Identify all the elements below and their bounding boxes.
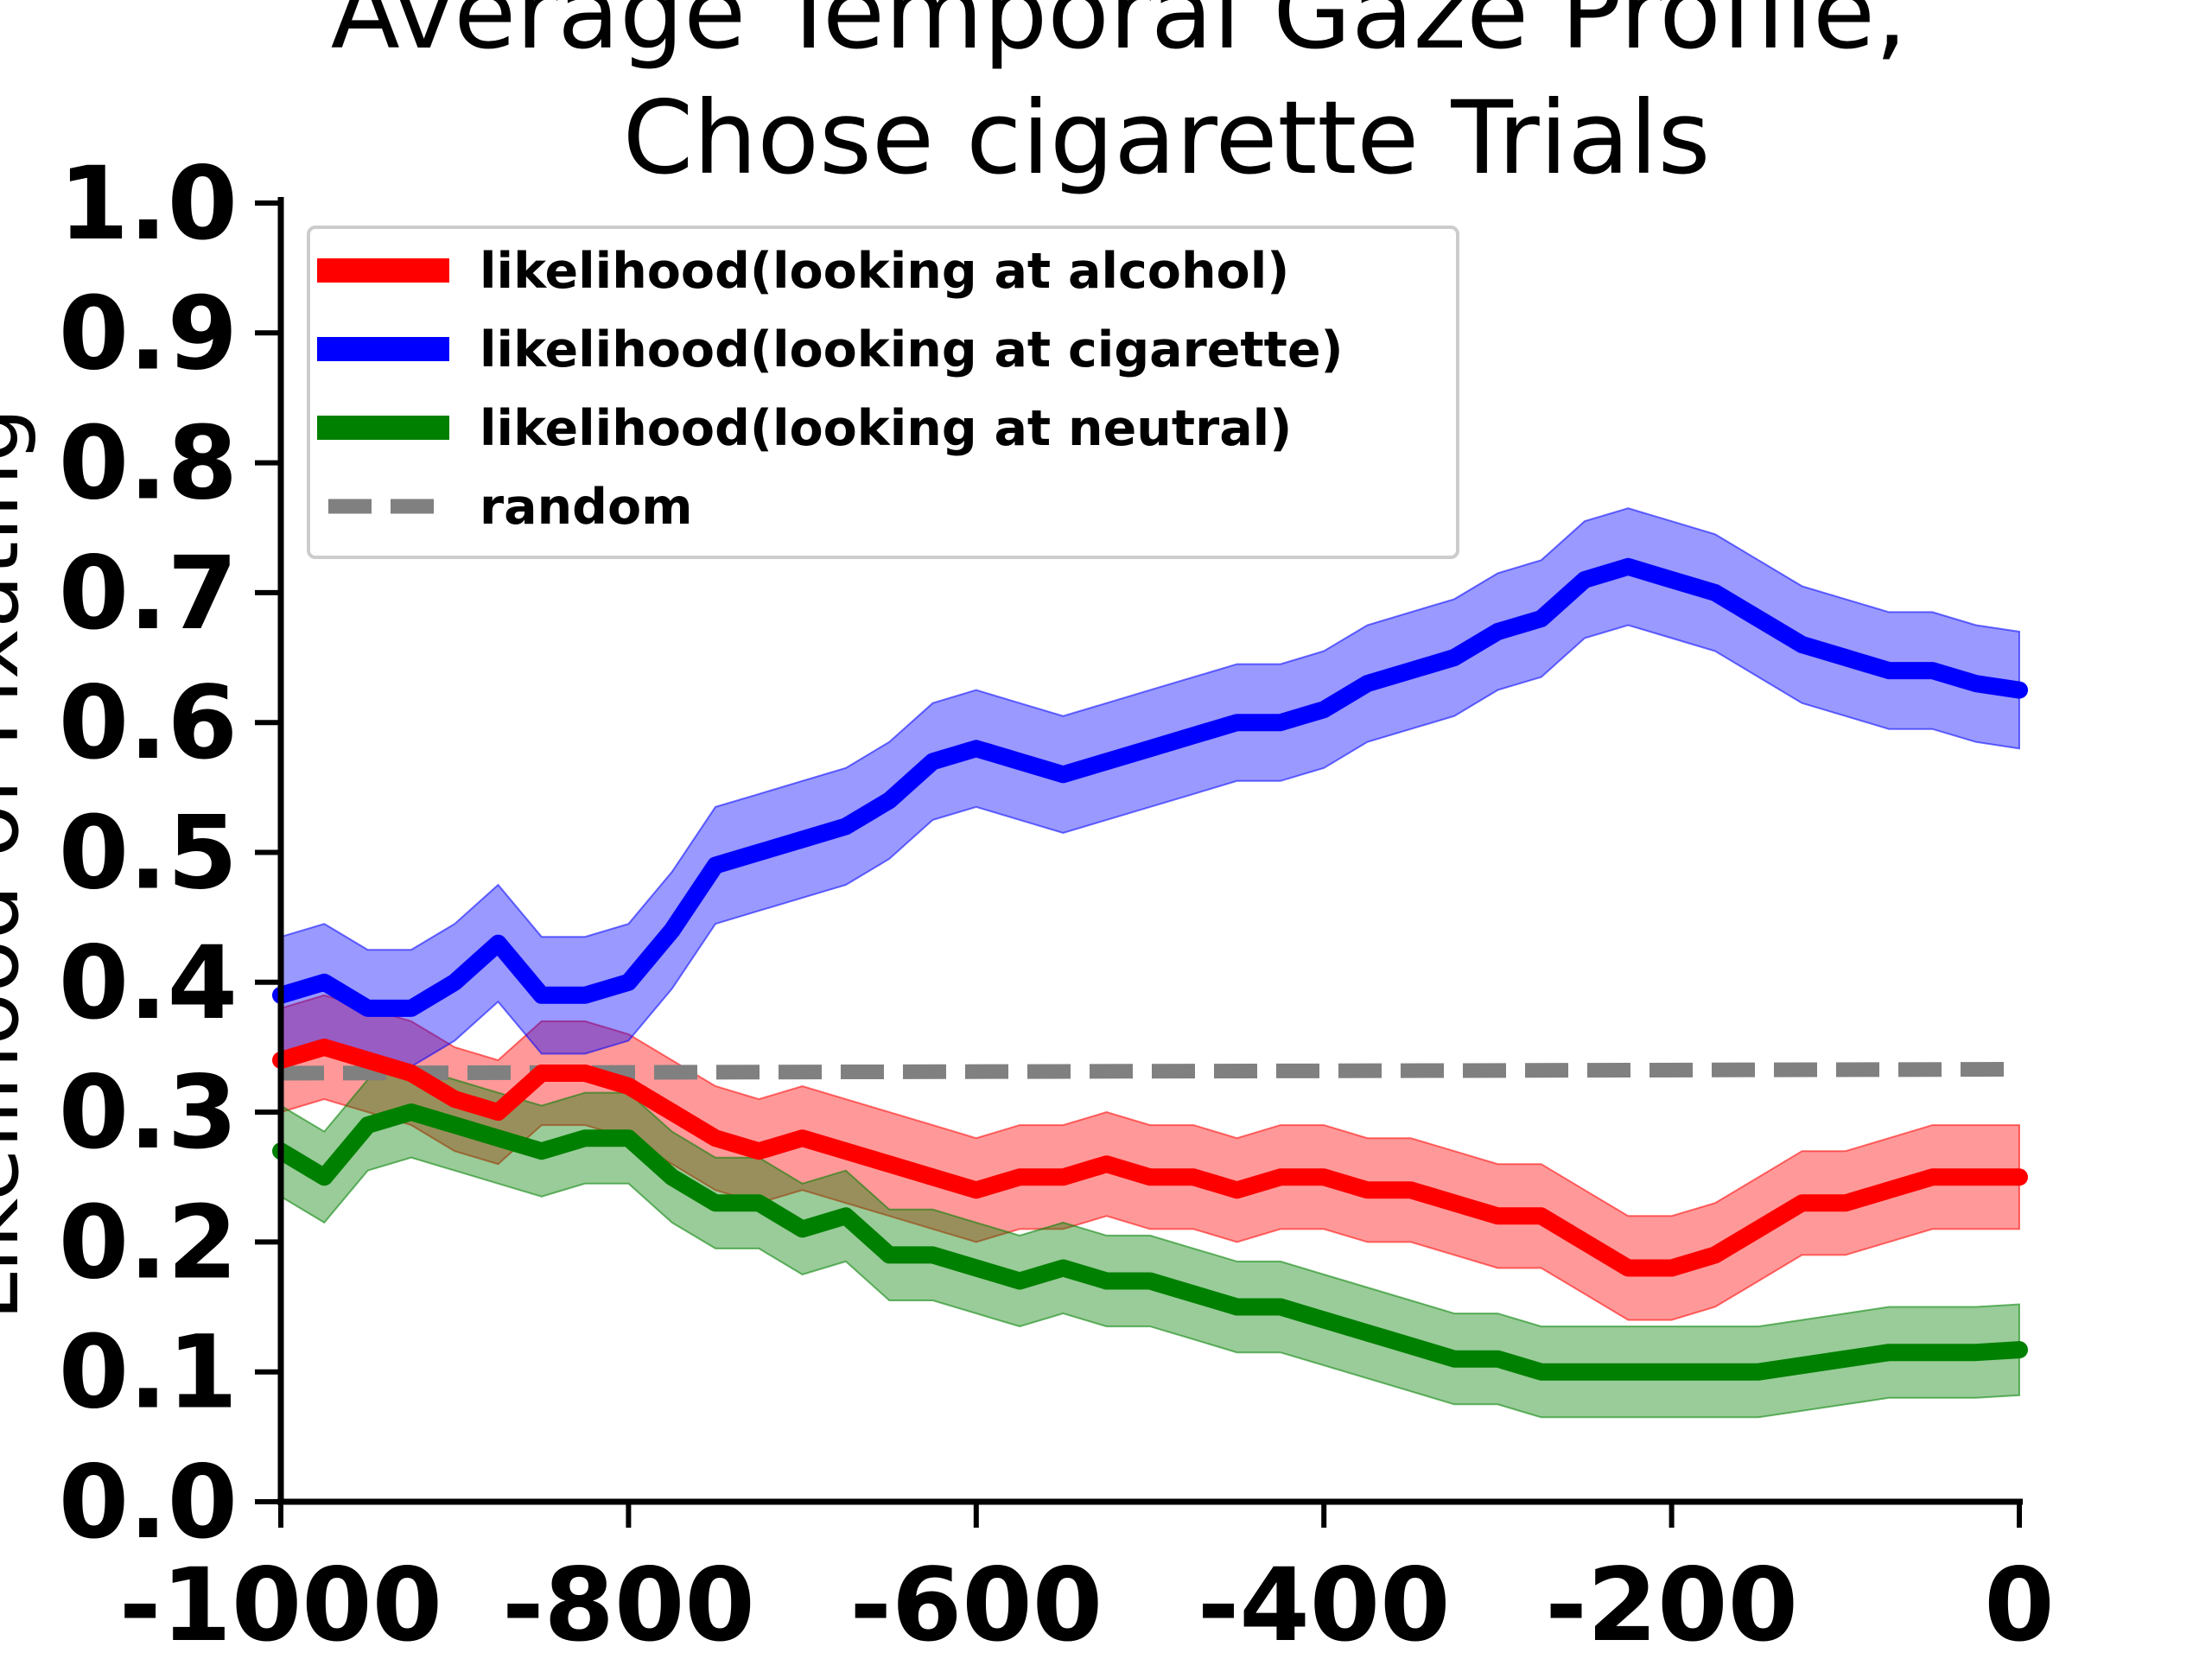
y-tick-label: 0.4 [59, 924, 238, 1042]
legend-label-likelihood-looking-at-cigarette: likelihood(looking at cigarette) [480, 321, 1344, 378]
x-ticks: -1000 -800 -600 -400 -200 0 [119, 1502, 2055, 1659]
y-axis-label: Likelihood of Fixating [0, 408, 38, 1320]
legend-label-random: random [480, 479, 693, 536]
chart-title: Average Temporal Gaze Profile, Chose cig… [331, 0, 1907, 197]
y-tick-label: 0.9 [59, 274, 238, 392]
band-likelihood-looking-at-cigarette [280, 507, 2020, 1068]
x-tick-label: -400 [1198, 1546, 1451, 1659]
y-tick-label: 0.2 [59, 1183, 238, 1301]
y-tick-label: 0.5 [59, 794, 238, 912]
line-likelihood-looking-at-cigarette [272, 557, 2028, 1017]
y-tick-label: 0.8 [59, 404, 238, 523]
y-tick-label: 1.0 [59, 144, 238, 263]
band-likelihood-looking-at-neutral [280, 1065, 2020, 1419]
x-tick-label: -1000 [119, 1546, 442, 1659]
x-tick-label: -200 [1545, 1546, 1798, 1659]
y-tick-label: 0.0 [59, 1443, 238, 1561]
legend: likelihood(looking at alcohol) likelihood… [307, 226, 1459, 559]
y-tick-label: 0.3 [59, 1053, 238, 1172]
y-tick-label: 0.7 [59, 534, 238, 652]
series-lines [272, 557, 2028, 1381]
y-tick-label: 0.6 [59, 664, 238, 782]
chart-title-line-1: Average Temporal Gaze Profile, [331, 0, 1907, 72]
y-ticks: 0.00.1 0.20.30.4 0.5 0.6 0.70.8 0.91.0 [59, 144, 281, 1561]
line-likelihood-looking-at-neutral [272, 1103, 2028, 1381]
x-tick-label: -800 [502, 1546, 755, 1659]
line-likelihood-looking-at-alcohol [272, 1039, 2028, 1277]
chart-title-line-2: Chose cigarette Trials [623, 79, 1711, 197]
legend-label-likelihood-looking-at-neutral: likelihood(looking at neutral) [480, 400, 1292, 457]
x-tick-label: -600 [849, 1546, 1103, 1659]
legend-label-likelihood-looking-at-alcohol: likelihood(looking at alcohol) [480, 243, 1289, 300]
x-tick-label: 0 [1984, 1546, 2054, 1659]
y-tick-label: 0.1 [59, 1313, 238, 1432]
legend-frame [307, 226, 1459, 559]
